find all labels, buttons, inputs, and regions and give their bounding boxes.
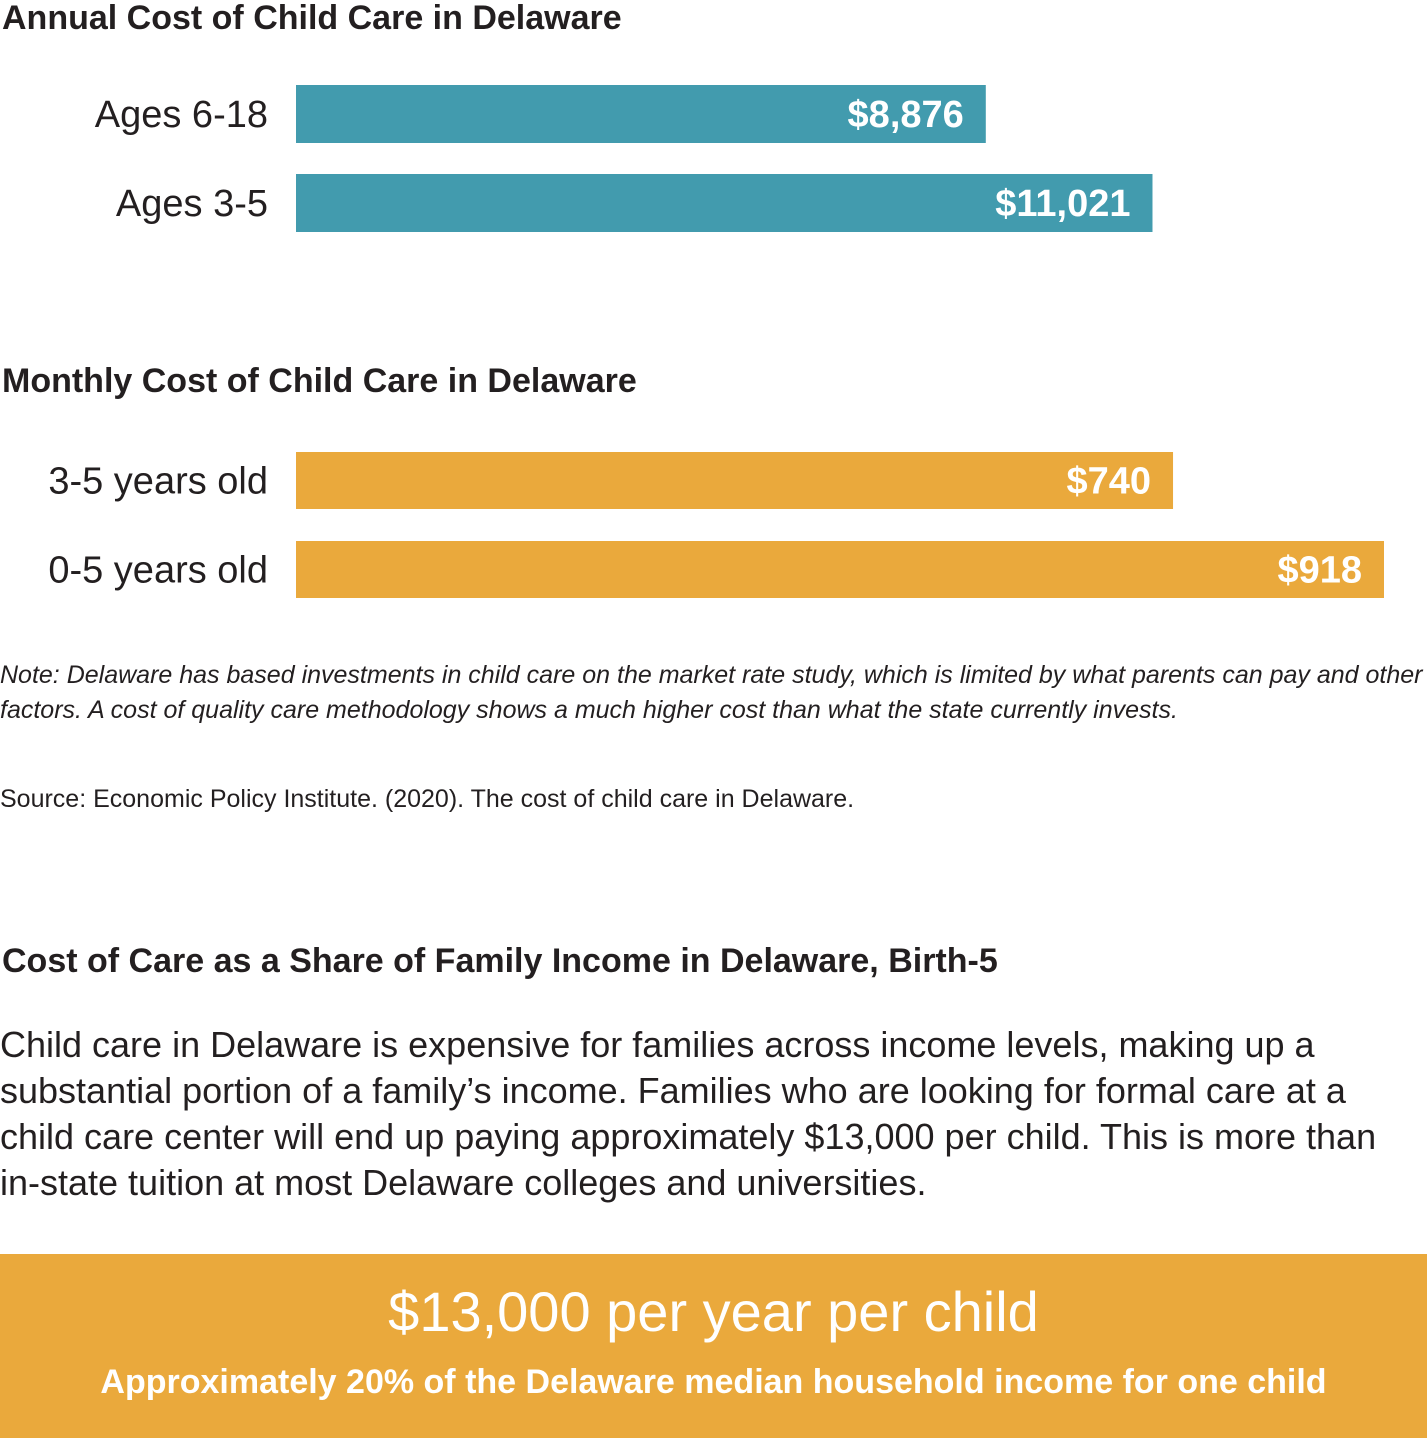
bar-value-label: $918 xyxy=(1277,550,1362,592)
category-label: 3-5 years old xyxy=(48,461,268,503)
cost-highlight-box: $13,000 per year per child Approximately… xyxy=(0,1254,1427,1438)
bar xyxy=(296,174,1153,232)
share-of-income-title: Cost of Care as a Share of Family Income… xyxy=(2,942,998,980)
category-label: Ages 3-5 xyxy=(116,183,268,225)
highlight-headline: $13,000 per year per child xyxy=(388,1280,1039,1343)
chart-source: Source: Economic Policy Institute. (2020… xyxy=(0,785,855,813)
monthly-cost-chart: 3-5 years old $740 0-5 years old $918 xyxy=(48,452,1384,598)
category-label: Ages 6-18 xyxy=(95,94,268,136)
bar xyxy=(296,541,1384,598)
bar-value-label: $8,876 xyxy=(848,94,964,136)
highlight-subline: Approximately 20% of the Delaware median… xyxy=(100,1363,1327,1401)
bar-value-label: $740 xyxy=(1066,461,1151,503)
share-of-income-body: Child care in Delaware is expensive for … xyxy=(0,1024,1377,1203)
annual-chart-title: Annual Cost of Child Care in Delaware xyxy=(2,0,622,37)
bar xyxy=(296,452,1174,509)
annual-cost-chart: Ages 6-18 $8,876 Ages 3-5 $11,021 xyxy=(95,85,1153,232)
bar xyxy=(296,85,986,143)
category-label: 0-5 years old xyxy=(48,550,268,592)
bar-value-label: $11,021 xyxy=(995,183,1130,225)
monthly-chart-title: Monthly Cost of Child Care in Delaware xyxy=(2,362,637,400)
chart-note: Note: Delaware has based investments in … xyxy=(0,661,1423,724)
